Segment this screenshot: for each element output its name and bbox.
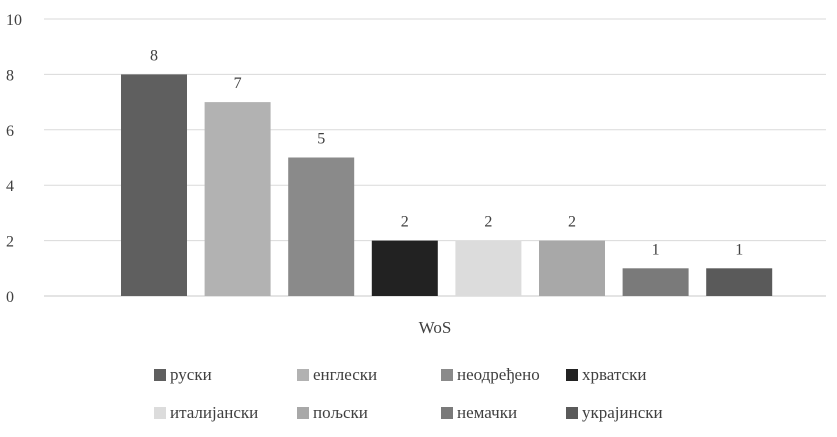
legend-swatch	[566, 369, 578, 381]
legend-label: немачки	[457, 403, 517, 422]
data-label: 2	[568, 214, 576, 231]
legend-swatch	[297, 407, 309, 419]
y-tick-label: 0	[6, 289, 14, 306]
y-tick-label: 2	[6, 234, 14, 251]
bar	[455, 240, 522, 296]
legend-label: украјински	[582, 403, 663, 422]
data-label: 8	[150, 47, 158, 64]
legend-label: енглески	[313, 365, 377, 384]
data-label: 2	[484, 214, 492, 231]
legend-swatch	[566, 407, 578, 419]
legend-label: руски	[170, 365, 212, 384]
legend-swatch	[441, 407, 453, 419]
bar	[622, 268, 689, 296]
legend-swatch	[297, 369, 309, 381]
data-label: 1	[735, 241, 743, 258]
y-tick-label: 8	[6, 67, 14, 84]
legend-label: хрватски	[582, 365, 646, 384]
legend-label: пољски	[313, 403, 368, 422]
bar	[706, 268, 773, 296]
data-label: 5	[317, 131, 325, 148]
data-label: 1	[652, 241, 660, 258]
x-category-label: WoS	[419, 318, 452, 337]
legend-label: неодређено	[457, 365, 540, 384]
legend-swatch	[154, 407, 166, 419]
bar	[539, 240, 605, 296]
y-tick-label: 6	[6, 123, 14, 140]
legend-swatch	[441, 369, 453, 381]
bar	[288, 157, 355, 296]
bar	[371, 240, 438, 296]
legend-swatch	[154, 369, 166, 381]
legend-label: италијански	[170, 403, 258, 422]
bar	[121, 74, 187, 297]
data-label: 7	[234, 75, 242, 92]
y-tick-label: 4	[6, 178, 14, 195]
data-label: 2	[401, 214, 409, 231]
y-tick-label: 10	[6, 12, 22, 29]
bar	[204, 102, 271, 296]
